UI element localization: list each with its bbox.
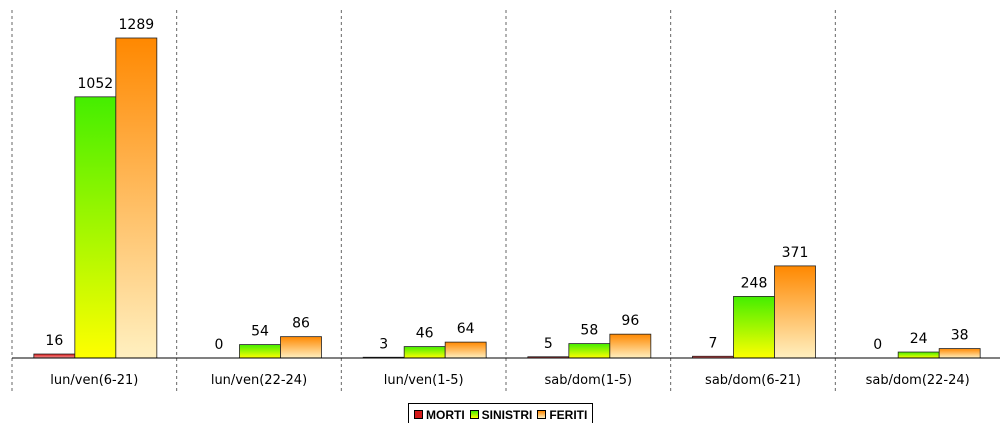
category-label-lun-ven-6-21: lun/ven(6-21) (50, 373, 138, 388)
legend: MORTI SINISTRI FERITI (408, 403, 594, 423)
value-label-feriti-lun-ven-22-24: 86 (292, 316, 310, 332)
bar-feriti-sab-dom-1-5 (609, 333, 652, 359)
category-label-sab-dom-1-5: sab/dom(1-5) (545, 373, 633, 388)
value-label-morti-lun-ven-22-24: 0 (215, 337, 224, 353)
bar-morti-lun-ven-6-21 (33, 353, 76, 359)
bar-feriti-sab-dom-6-21 (774, 265, 816, 359)
category-label-sab-dom-6-21: sab/dom(6-21) (705, 373, 801, 388)
bar-sinistri-sab-dom-6-21 (733, 296, 775, 359)
value-label-sinistri-sab-dom-1-5: 58 (580, 323, 598, 339)
legend-item-feriti: FERITI (537, 408, 587, 422)
value-label-sinistri-lun-ven-1-5: 46 (416, 326, 434, 342)
value-label-feriti-sab-dom-1-5: 96 (621, 313, 639, 329)
bar-feriti-lun-ven-22-24 (280, 336, 322, 359)
legend-label-morti: MORTI (426, 407, 465, 422)
value-label-feriti-sab-dom-6-21: 371 (782, 245, 809, 261)
value-label-feriti-lun-ven-6-21: 1289 (119, 17, 155, 33)
category-label-sab-dom-22-24: sab/dom(22-24) (866, 373, 970, 388)
category-label-lun-ven-1-5: lun/ven(1-5) (384, 373, 464, 388)
value-label-sinistri-lun-ven-22-24: 54 (251, 324, 269, 340)
bar-sinistri-lun-ven-6-21 (74, 96, 117, 359)
value-label-morti-lun-ven-6-21: 16 (45, 333, 63, 349)
value-label-feriti-lun-ven-1-5: 64 (457, 321, 475, 337)
bar-feriti-sab-dom-22-24 (938, 348, 981, 359)
category-labels: lun/ven(6-21) lun/ven(22-24) lun/ven(1-5) s… (50, 373, 969, 388)
legend-label-feriti: FERITI (549, 407, 588, 422)
legend-swatch-sinistri (469, 410, 479, 419)
value-label-morti-sab-dom-22-24: 0 (873, 337, 882, 353)
value-labels: 16 1052 1289 0 54 86 3 46 64 5 58 96 7 248 371 0 24 38 (45, 17, 968, 353)
value-label-sinistri-sab-dom-6-21: 248 (741, 275, 768, 291)
value-label-morti-lun-ven-1-5: 3 (379, 336, 388, 352)
bar-sinistri-sab-dom-1-5 (568, 343, 611, 359)
bar-sinistri-lun-ven-1-5 (403, 346, 446, 359)
value-label-sinistri-lun-ven-6-21: 1052 (78, 76, 114, 92)
value-label-sinistri-sab-dom-22-24: 24 (910, 331, 928, 347)
value-label-morti-sab-dom-6-21: 7 (709, 335, 718, 351)
bar-feriti-lun-ven-6-21 (115, 37, 158, 359)
legend-item-sinistri: SINISTRI (469, 407, 533, 422)
legend-item-morti: MORTI (414, 408, 465, 422)
legend-swatch-morti (414, 410, 423, 419)
value-label-morti-sab-dom-1-5: 5 (544, 336, 553, 352)
bar-feriti-lun-ven-1-5 (444, 341, 487, 359)
bars (33, 37, 981, 359)
legend-swatch-feriti (537, 410, 547, 419)
legend-label-sinistri: SINISTRI (481, 407, 533, 422)
bar-sinistri-sab-dom-22-24 (897, 351, 940, 359)
category-label-lun-ven-22-24: lun/ven(22-24) (211, 373, 307, 388)
value-label-feriti-sab-dom-22-24: 38 (951, 328, 969, 344)
bar-sinistri-lun-ven-22-24 (239, 344, 281, 359)
grid-lines (11, 10, 836, 392)
